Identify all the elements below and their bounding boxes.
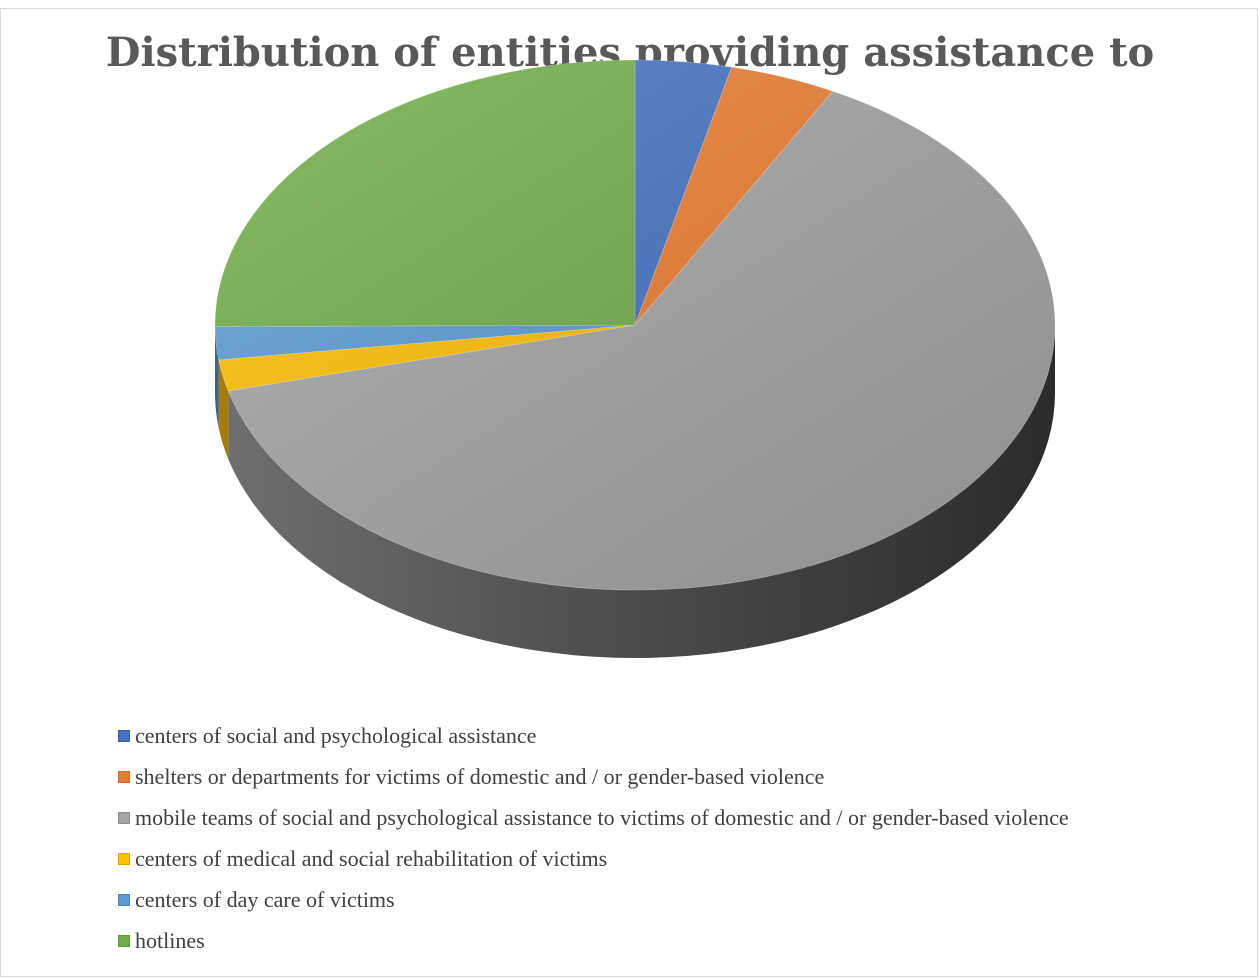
pie-slice-side <box>215 326 219 428</box>
legend-label: centers of social and psychological assi… <box>135 723 537 748</box>
legend-item: centers of day care of victims <box>118 882 1238 918</box>
pie-top-layer <box>214 59 1056 591</box>
legend-item: hotlines <box>118 923 1238 959</box>
chart-legend: centers of social and psychological assi… <box>118 718 1238 964</box>
legend-label: centers of medical and social rehabilita… <box>135 846 608 871</box>
pie-chart <box>214 59 1056 659</box>
legend-item: centers of medical and social rehabilita… <box>118 841 1238 877</box>
legend-label: hotlines <box>135 928 205 953</box>
pie-slice-side <box>228 325 1055 659</box>
legend-swatch <box>118 771 130 783</box>
legend-label: shelters or departments for victims of d… <box>135 764 825 789</box>
legend-swatch <box>118 894 130 906</box>
pie-sheen <box>215 60 1055 590</box>
legend-swatch <box>118 812 130 824</box>
pie-side-layer <box>215 325 1055 659</box>
legend-swatch <box>118 853 130 865</box>
legend-swatch <box>118 730 130 742</box>
legend-item: mobile teams of social and psychological… <box>118 800 1238 836</box>
legend-item: centers of social and psychological assi… <box>118 718 1238 754</box>
pie-slice-side <box>218 359 229 459</box>
legend-swatch <box>118 935 130 947</box>
legend-label: centers of day care of victims <box>135 887 395 912</box>
legend-label: mobile teams of social and psychological… <box>135 805 1069 830</box>
legend-item: shelters or departments for victims of d… <box>118 759 1238 795</box>
